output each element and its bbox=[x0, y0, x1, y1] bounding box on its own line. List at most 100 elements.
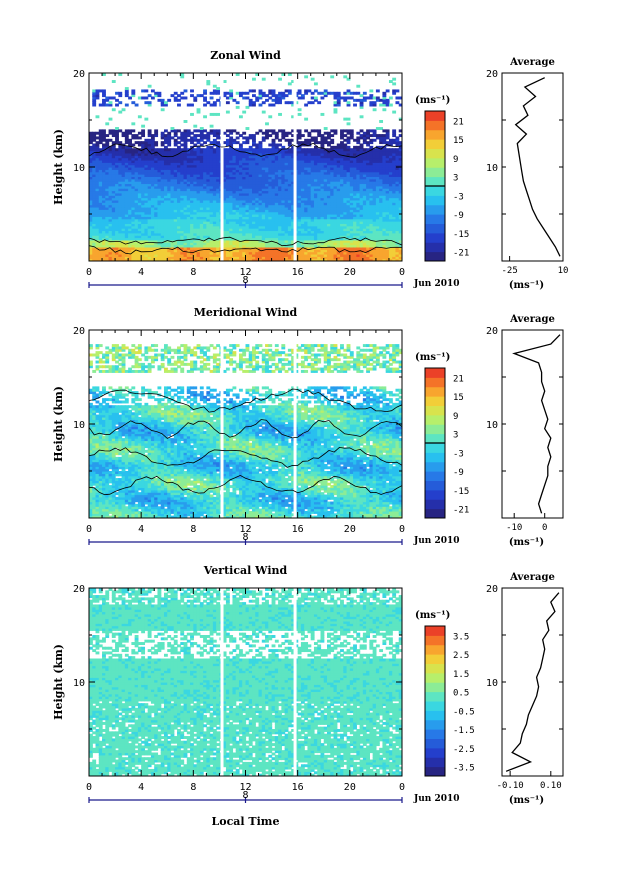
heatmap-cell bbox=[356, 244, 361, 248]
heatmap-cell bbox=[177, 164, 181, 168]
heatmap-cell bbox=[274, 167, 279, 170]
heatmap-cell bbox=[111, 190, 116, 194]
heatmap-cell bbox=[121, 197, 126, 201]
heatmap-cell bbox=[313, 169, 318, 173]
heatmap-cell bbox=[366, 185, 370, 189]
heatmap-cell bbox=[141, 89, 146, 93]
heatmap-cell bbox=[271, 258, 276, 261]
heatmap-cell bbox=[222, 214, 227, 217]
heatmap-cell bbox=[340, 237, 344, 241]
heatmap-cell bbox=[235, 256, 240, 260]
heatmap-cell bbox=[154, 218, 159, 222]
heatmap-cell bbox=[89, 192, 93, 196]
heatmap-cell bbox=[225, 211, 230, 215]
heatmap-cell bbox=[141, 96, 146, 100]
heatmap-cell bbox=[141, 206, 146, 210]
heatmap-cell bbox=[284, 89, 289, 93]
heatmap-cell bbox=[323, 159, 328, 163]
heatmap-cell bbox=[206, 167, 211, 170]
heatmap-cell bbox=[323, 138, 328, 142]
heatmap-cell bbox=[167, 138, 172, 142]
heatmap-cell bbox=[242, 221, 247, 224]
heatmap-cell bbox=[362, 148, 367, 152]
heatmap-cell bbox=[154, 129, 159, 133]
heatmap-cell bbox=[297, 249, 302, 253]
heatmap-cell bbox=[167, 251, 172, 255]
heatmap-cell bbox=[102, 237, 106, 241]
heatmap-cell bbox=[265, 239, 269, 243]
heatmap-cell bbox=[346, 223, 351, 227]
heatmap-cell bbox=[278, 176, 282, 180]
heatmap-cell bbox=[209, 188, 214, 192]
heatmap-cell bbox=[235, 235, 240, 239]
heatmap-cell bbox=[356, 181, 361, 185]
heatmap-cell bbox=[346, 190, 351, 194]
heatmap-cell bbox=[121, 169, 126, 173]
heatmap-cell bbox=[300, 230, 305, 234]
heatmap-cell bbox=[340, 159, 344, 163]
heatmap-cell bbox=[102, 169, 106, 173]
heatmap-cell bbox=[137, 244, 142, 248]
heatmap-cell bbox=[372, 251, 377, 255]
heatmap-cell bbox=[128, 150, 132, 154]
heatmap-cell bbox=[320, 221, 325, 224]
heatmap-cell bbox=[252, 164, 256, 168]
heatmap-cell bbox=[235, 218, 240, 222]
heatmap-cell bbox=[124, 87, 129, 91]
heatmap-cell bbox=[346, 202, 351, 206]
heatmap-cell bbox=[150, 164, 155, 168]
heatmap-cell bbox=[258, 178, 263, 182]
heatmap-cell bbox=[216, 157, 221, 161]
heatmap-cell bbox=[255, 167, 260, 170]
heatmap-cell bbox=[265, 162, 269, 166]
heatmap-cell bbox=[375, 199, 380, 203]
heatmap-cell bbox=[141, 244, 146, 248]
heatmap-cell bbox=[108, 244, 113, 248]
heatmap-cell bbox=[245, 96, 250, 100]
heatmap-cell bbox=[258, 225, 263, 229]
heatmap-cell bbox=[115, 199, 119, 203]
heatmap-cell bbox=[180, 178, 185, 182]
heatmap-cell bbox=[150, 199, 155, 203]
heatmap-cell bbox=[102, 150, 106, 154]
heatmap-cell bbox=[124, 235, 129, 239]
heatmap-cell bbox=[121, 223, 126, 227]
heatmap-cell bbox=[111, 176, 116, 180]
heatmap-cell bbox=[320, 143, 325, 147]
heatmap-cell bbox=[261, 157, 266, 161]
heatmap-cell bbox=[232, 159, 237, 163]
heatmap-cell bbox=[336, 181, 341, 185]
heatmap-cell bbox=[115, 141, 119, 145]
heatmap-cell bbox=[229, 251, 234, 255]
heatmap-cell bbox=[225, 246, 230, 250]
heatmap-cell bbox=[258, 94, 263, 98]
heatmap-cell bbox=[310, 249, 315, 253]
heatmap-cell bbox=[261, 150, 266, 154]
heatmap-cell bbox=[349, 150, 354, 154]
heatmap-cell bbox=[300, 246, 305, 250]
heatmap-cell bbox=[144, 197, 149, 201]
heatmap-cell bbox=[304, 159, 309, 163]
heatmap-cell bbox=[336, 164, 341, 168]
heatmap-cell bbox=[330, 162, 335, 166]
heatmap-cell bbox=[141, 183, 146, 187]
heatmap-cell bbox=[95, 148, 100, 152]
heatmap-cell bbox=[167, 202, 172, 206]
heatmap-cell bbox=[225, 237, 230, 241]
heatmap-cell bbox=[232, 249, 237, 253]
heatmap-cell bbox=[212, 174, 217, 177]
heatmap-cell bbox=[177, 232, 181, 236]
heatmap-cell bbox=[242, 190, 247, 194]
heatmap-cell bbox=[278, 204, 282, 208]
heatmap-cell bbox=[232, 167, 237, 170]
heatmap-cell bbox=[336, 169, 341, 173]
heatmap-cell bbox=[216, 192, 221, 196]
heatmap-cell bbox=[281, 216, 286, 220]
heatmap-cell bbox=[304, 195, 309, 199]
heatmap-cell bbox=[98, 141, 103, 145]
heatmap-cell bbox=[163, 258, 168, 261]
heatmap-cell bbox=[193, 171, 198, 175]
heatmap-cell bbox=[121, 174, 126, 177]
heatmap-cell bbox=[173, 181, 178, 185]
heatmap-cell bbox=[163, 152, 168, 156]
